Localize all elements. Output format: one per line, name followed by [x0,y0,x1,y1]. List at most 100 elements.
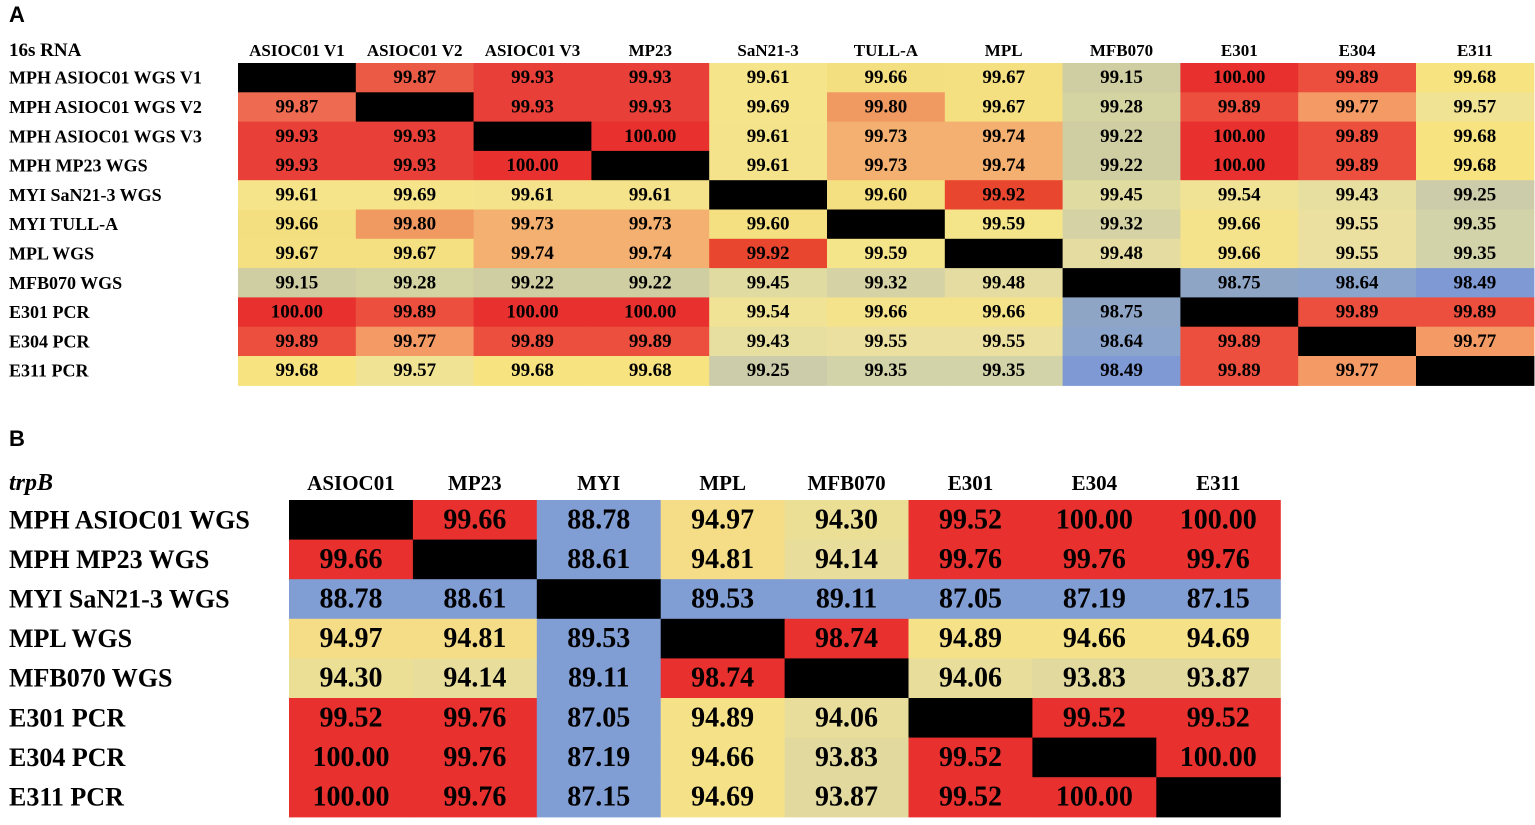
panel-a-cell-value: 99.57 [393,360,436,381]
panel-b-row-label: E311 PCR [9,783,124,812]
panel-a-cell [1180,209,1299,240]
panel-a-cell-value: 98.64 [1100,331,1143,352]
panel-a-col-label: SaN21-3 [737,41,798,60]
panel-a-cell [944,92,1064,123]
panel-a-cell-value: 99.89 [629,331,672,352]
panel-b-cell-value: 99.76 [1063,544,1126,575]
panel-a-cell [591,356,710,386]
panel-a-cell-value: 99.74 [982,126,1025,147]
panel-b-cell [412,618,538,659]
panel-a-cell [591,180,710,211]
panel-b-cell [1156,698,1281,739]
panel-b-col-label: MPL [699,471,746,495]
panel-a-cell [827,63,946,93]
panel-a-cell-value: 99.74 [511,243,554,264]
panel-a-row-label: MPL WGS [9,243,94,263]
panel-b-cell-value: 93.87 [1187,663,1250,694]
panel-a-cell [1062,150,1181,181]
panel-a-cell-value: 99.66 [1218,214,1261,235]
panel-b-row-label: E304 PCR [9,743,126,772]
panel-a-cell [1180,180,1299,211]
panel-b-cell [1032,698,1157,739]
panel-a-cell [1416,268,1535,298]
panel-a-title: 16s RNA [9,40,82,61]
panel-a-cell-value: 99.45 [1100,184,1143,205]
panel-a-cell-value: 99.87 [276,96,319,117]
panel-a-cell [473,356,592,386]
panel-a-cell [473,209,592,240]
panel-a-cell-value: 99.66 [276,214,319,235]
panel-a-cell-value: 99.93 [276,155,319,176]
panel-b-cell [1032,737,1157,778]
panel-a-cell-value: 99.93 [629,67,672,88]
panel-b-cell-value: 99.76 [939,544,1002,575]
panel-a-cell [1062,356,1181,386]
panel-b-cell [289,500,414,541]
panel-a-cell-value: 99.93 [629,96,672,117]
panel-a-cell-value: 99.35 [982,360,1025,381]
panel-a-cell [238,297,357,328]
panel-a-cell-value: 99.48 [1100,243,1143,264]
panel-a-cell [238,63,357,93]
panel-a-row-label: MFB070 WGS [9,273,122,293]
panel-b-row-label: E301 PCR [9,703,126,732]
panel-a-cell [591,326,710,357]
panel-a-cell [355,63,475,93]
panel-a-cell [355,356,475,386]
panel-b-cell [660,737,786,778]
panel-a-col-label: E301 [1221,41,1258,60]
panel-a-cell-value: 99.66 [1218,243,1261,264]
panel-b-cell-value: 89.11 [816,584,877,615]
panel-a-cell [1062,63,1181,93]
panel-a-cell [1062,209,1181,240]
panel-a-cell [827,121,946,152]
panel-b-col-label: E301 [948,471,994,495]
panel-b-cell-value: 93.83 [1063,663,1126,694]
panel-a-cell [473,326,592,357]
panel-a-cell [1180,92,1299,123]
panel-a-cell [827,180,946,211]
panel-a-cell-value: 99.93 [393,126,436,147]
panel-b-cell-value: 100.00 [1180,742,1257,773]
panel-a-cell-value: 99.92 [747,243,790,264]
panel-a-cell-value: 99.89 [1336,126,1379,147]
panel-b-cell-value: 87.19 [1063,584,1126,615]
panel-b-cell-value: 94.97 [319,623,382,654]
panel-a-cell [1416,297,1535,328]
panel-b-cell-value: 89.11 [568,663,629,694]
panel-a-cell [827,92,946,123]
panel-a-cell [591,297,710,328]
panel-a-cell-value: 99.61 [511,184,554,205]
panel-a-cell-value: 99.59 [865,243,908,264]
panel-b-cell [660,618,786,659]
panel-b-cell-value: 99.76 [443,702,506,733]
panel-a-cell-value: 99.22 [511,272,554,293]
panel-a-cell [1180,356,1299,386]
panel-b-cell-value: 94.06 [815,702,878,733]
panel-a-cell [355,326,475,357]
panel-b-cell [412,737,538,778]
panel-a-cell [1298,180,1417,211]
panel-b-cell [536,737,662,778]
panel-b-col-label: ASIOC01 [307,471,395,495]
panel-a-cell [473,238,592,269]
panel-b-cell-value: 87.15 [567,782,630,813]
panel-a-cell-value: 99.61 [747,67,790,88]
panel-a-row-label: MPH MP23 WGS [9,156,148,176]
panel-a-cell [238,92,357,123]
panel-a-letter: A [9,2,25,27]
panel-a-cell [1062,121,1181,152]
panel-b-cell [1032,658,1157,699]
panel-b-cell-value: 94.81 [443,623,506,654]
panel-a-cell-value: 99.89 [1218,96,1261,117]
panel-b-cell-value: 99.66 [443,504,506,535]
panel-a-cell-value: 98.64 [1336,272,1379,293]
panel-a-cell-value: 99.22 [1100,126,1143,147]
panel-a-cell-value: 99.43 [1336,184,1379,205]
panel-a-cell [355,297,475,328]
panel-a-cell [944,326,1064,357]
panel-a-cell-value: 99.93 [393,155,436,176]
panel-a-cell [827,297,946,328]
panel-b-cell-value: 99.66 [319,544,382,575]
